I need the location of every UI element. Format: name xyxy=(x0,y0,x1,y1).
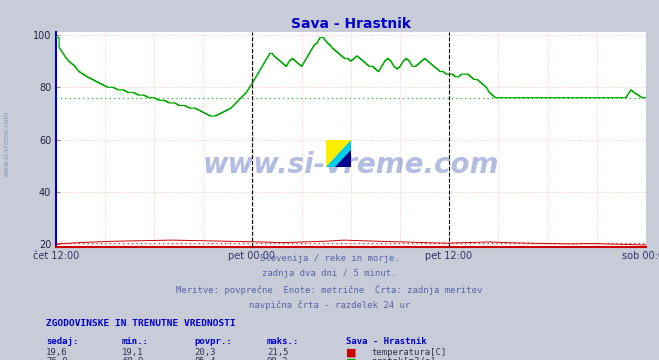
Text: 76,0: 76,0 xyxy=(46,357,68,360)
Text: ZGODOVINSKE IN TRENUTNE VREDNOSTI: ZGODOVINSKE IN TRENUTNE VREDNOSTI xyxy=(46,319,236,328)
Text: 21,5: 21,5 xyxy=(267,348,289,357)
Text: navpična črta - razdelek 24 ur: navpična črta - razdelek 24 ur xyxy=(249,300,410,310)
Text: 19,6: 19,6 xyxy=(46,348,68,357)
Text: ■: ■ xyxy=(346,348,357,358)
Text: www.si-vreme.com: www.si-vreme.com xyxy=(3,111,10,177)
Text: Slovenija / reke in morje.: Slovenija / reke in morje. xyxy=(260,254,399,263)
Text: 85,4: 85,4 xyxy=(194,357,216,360)
Text: pretok[m3/s]: pretok[m3/s] xyxy=(371,357,436,360)
Text: ■: ■ xyxy=(346,357,357,360)
Text: sedaj:: sedaj: xyxy=(46,337,78,346)
Polygon shape xyxy=(335,150,351,167)
Title: Sava - Hrastnik: Sava - Hrastnik xyxy=(291,17,411,31)
Text: 68,9: 68,9 xyxy=(122,357,144,360)
Text: www.si-vreme.com: www.si-vreme.com xyxy=(203,151,499,179)
Text: Sava - Hrastnik: Sava - Hrastnik xyxy=(346,337,426,346)
Text: Meritve: povprečne  Enote: metrične  Črta: zadnja meritev: Meritve: povprečne Enote: metrične Črta:… xyxy=(177,285,482,295)
Text: povpr.:: povpr.: xyxy=(194,337,232,346)
Text: 99,2: 99,2 xyxy=(267,357,289,360)
Text: zadnja dva dni / 5 minut.: zadnja dva dni / 5 minut. xyxy=(262,269,397,278)
Text: 20,3: 20,3 xyxy=(194,348,216,357)
Text: min.:: min.: xyxy=(122,337,149,346)
Text: 19,1: 19,1 xyxy=(122,348,144,357)
Polygon shape xyxy=(326,140,351,167)
Text: maks.:: maks.: xyxy=(267,337,299,346)
Polygon shape xyxy=(326,140,351,167)
Text: temperatura[C]: temperatura[C] xyxy=(371,348,446,357)
